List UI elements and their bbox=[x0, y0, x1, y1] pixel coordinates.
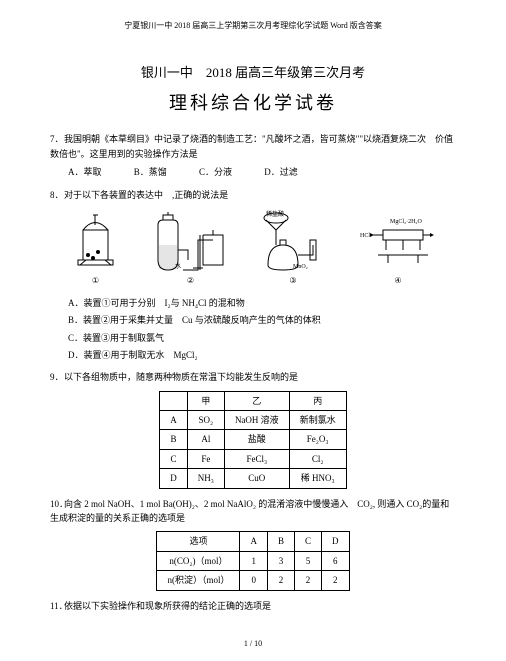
q10-text: 向含 2 mol NaOH、1 mol Ba(OH)₂、2 mol NaAlO₂… bbox=[50, 499, 449, 523]
q9-table: 甲乙丙 ASO₂NaOH 溶液新制氯水 BAl盐酸Fe₂O₃ CFeFeCl₃C… bbox=[159, 391, 346, 489]
q10-table: 选项ABCD n(CO₂)（mol）1356 n(积淀）（mol）0222 bbox=[156, 531, 349, 590]
q9-num: 9． bbox=[50, 370, 64, 384]
page-footer: 1 / 10 bbox=[50, 638, 456, 651]
q8-num: 8． bbox=[50, 188, 64, 202]
svg-text:水: 水 bbox=[175, 262, 181, 270]
page-header: 宁夏银川一中 2018 届高三上学期第三次月考理综化学试题 Word 版含答案 bbox=[50, 20, 456, 33]
q11-num: 11． bbox=[50, 599, 64, 613]
diagram-4: MgCl₂·2H₂OHCl④ bbox=[358, 215, 438, 288]
diagram-1: ① bbox=[68, 210, 123, 288]
diagram-3: 稀盐酸MnO₂③ bbox=[258, 210, 328, 288]
q10-num: 10． bbox=[50, 497, 64, 511]
svg-text:稀盐酸: 稀盐酸 bbox=[266, 210, 284, 218]
q8-opt-d: D．装置④用于制取无水 MgCl₂ bbox=[68, 348, 456, 362]
q7-text: 我国明朝《本草纲目》中记录了烧酒的制造工艺："凡酸坏之酒，皆可蒸烧""以烧酒复烧… bbox=[50, 134, 453, 158]
q7-num: 7． bbox=[50, 132, 64, 146]
svg-text:HCl: HCl bbox=[360, 233, 370, 239]
q7-opt-a: A．萃取 bbox=[68, 165, 102, 179]
diagram-2: 水② bbox=[153, 210, 228, 288]
q9-text: 以下各组物质中，随意两种物质在常温下均能发生反响的是 bbox=[64, 372, 298, 382]
exam-title-2: 理科综合化学试卷 bbox=[50, 89, 456, 118]
q8-opt-b: B．装置②用于采集并丈量 Cu 与浓硫酸反响产生的气体的体积 bbox=[68, 313, 456, 327]
q8-opt-a: A．装置①可用于分别 I₂与 NH₄Cl 的混和物 bbox=[68, 296, 456, 310]
question-9: 9．以下各组物质中，随意两种物质在常温下均能发生反响的是 甲乙丙 ASO₂NaO… bbox=[50, 370, 456, 488]
question-8: 8．对于以下各装置的表达中 ,正确的说法是 ① 水② 稀盐酸MnO₂③ MgCl… bbox=[50, 188, 456, 363]
q11-text: 依据以下实验操作和现象所获得的结论正确的选项是 bbox=[64, 601, 271, 611]
q8-opt-c: C．装置③用于制取氯气 bbox=[68, 331, 456, 345]
question-11: 11．依据以下实验操作和现象所获得的结论正确的选项是 bbox=[50, 599, 456, 613]
q7-opt-c: C．分液 bbox=[199, 165, 232, 179]
q8-text: 对于以下各装置的表达中 ,正确的说法是 bbox=[64, 190, 228, 200]
diagram-row: ① 水② 稀盐酸MnO₂③ MgCl₂·2H₂OHCl④ bbox=[68, 210, 438, 288]
question-7: 7．我国明朝《本草纲目》中记录了烧酒的制造工艺："凡酸坏之酒，皆可蒸烧""以烧酒… bbox=[50, 132, 456, 179]
svg-text:MnO₂: MnO₂ bbox=[293, 264, 308, 270]
exam-title-1: 银川一中 2018 届高三年级第三次月考 bbox=[50, 63, 456, 84]
question-10: 10．向含 2 mol NaOH、1 mol Ba(OH)₂、2 mol NaA… bbox=[50, 497, 456, 591]
q7-opt-d: D．过滤 bbox=[264, 165, 298, 179]
q7-opt-b: B．蒸馏 bbox=[134, 165, 167, 179]
svg-text:MgCl₂·2H₂O: MgCl₂·2H₂O bbox=[390, 219, 423, 225]
